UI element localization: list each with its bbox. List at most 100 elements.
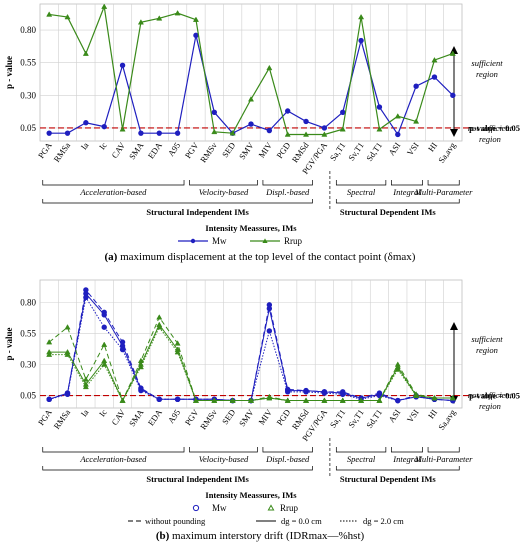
caption-prefix: (b)	[156, 530, 172, 542]
group-bracket	[42, 180, 185, 186]
y-tick-label: 0.80	[20, 297, 36, 307]
data-point-rrup	[431, 394, 438, 401]
data-point-rrup	[101, 361, 108, 367]
region-upper-label: region	[476, 69, 498, 79]
data-point-mw	[174, 130, 181, 136]
x-tick-label: Sa,T1	[328, 407, 348, 429]
legend-label-mw: Mw	[212, 236, 227, 246]
group-label: Spectral	[347, 454, 376, 464]
supergroup-bracket	[42, 199, 313, 204]
data-point-rrup	[394, 113, 401, 119]
group-label: Acceleration-based	[79, 454, 147, 464]
data-point-rrup	[339, 397, 346, 403]
data-point-mw	[376, 104, 383, 110]
supergroup-label: Structural Independent IMs	[146, 207, 249, 217]
y-tick-label: 0.30	[20, 90, 36, 100]
data-point-rrup	[284, 397, 291, 403]
data-point-rrup	[156, 324, 163, 330]
series-line-mw	[49, 296, 453, 402]
group-label: Integral	[392, 454, 421, 464]
data-point-mw	[156, 396, 162, 403]
region-arrow-up-head	[450, 322, 458, 330]
series-line-mw	[49, 288, 453, 402]
group-label: Spectral	[347, 187, 376, 197]
group-label: Integral	[392, 187, 421, 197]
data-point-rrup	[266, 394, 273, 401]
x-tick-label: RMSa	[52, 140, 73, 164]
plot-frame	[39, 3, 463, 142]
y-tick-label: 0.55	[20, 328, 36, 338]
x-tick-label: EDA	[146, 140, 165, 161]
legend-marker-rrup	[267, 504, 275, 511]
x-tick-label: Sv,T1	[346, 407, 366, 429]
x-tick-label: RMSv	[198, 140, 219, 165]
data-point-mw	[340, 109, 346, 115]
data-point-rrup	[229, 397, 236, 403]
x-tick-label: VSI	[405, 407, 421, 424]
data-point-mw	[266, 127, 273, 134]
data-point-rrup	[137, 363, 144, 370]
x-tick-label: Ic	[97, 407, 109, 418]
legend-marker-mw	[192, 504, 200, 512]
legend-label-style: without pounding	[145, 516, 206, 526]
group-bracket	[391, 180, 423, 186]
data-point-mw	[431, 74, 438, 80]
data-point-rrup	[449, 50, 456, 56]
x-tick-label: HI	[426, 140, 439, 153]
data-point-mw	[395, 131, 401, 138]
data-point-rrup	[247, 397, 255, 403]
supergroup-label: Structural Dependent IMs	[340, 474, 437, 484]
data-point-mw	[101, 324, 107, 330]
data-point-mw	[83, 120, 89, 126]
x-tick-label: Sd,T1	[364, 407, 384, 430]
group-label: Displ.-based	[265, 454, 310, 464]
x-tick-label: HI	[426, 407, 439, 420]
legend-label-rrup: Rrup	[280, 503, 299, 513]
group-label: Velocity-based	[199, 454, 249, 464]
x-tick-label: Sa,avg	[436, 407, 458, 432]
data-point-rrup	[46, 339, 53, 345]
data-point-rrup	[174, 340, 181, 346]
y-tick-label: 0.05	[20, 123, 36, 133]
x-tick-label: Sv,T1	[346, 140, 366, 162]
legend-marker-rrup	[262, 238, 268, 243]
x-tick-label: Ia	[79, 140, 91, 151]
data-point-mw	[450, 92, 456, 99]
data-point-rrup	[284, 131, 291, 137]
group-bracket	[427, 180, 460, 186]
data-point-rrup	[64, 351, 71, 357]
x-tick-label: SED	[220, 407, 237, 426]
x-tick-label: RMSv	[198, 407, 219, 432]
x-tick-label: A95	[166, 407, 183, 425]
data-point-mw	[119, 346, 126, 353]
group-label: Velocity-based	[199, 187, 249, 197]
data-point-rrup	[119, 397, 126, 403]
figure-caption: (a) maximum displacement at the top leve…	[105, 251, 416, 263]
data-point-mw	[413, 83, 419, 89]
data-point-mw	[266, 305, 273, 312]
data-point-rrup	[192, 16, 199, 22]
data-point-rrup	[247, 96, 255, 102]
data-point-mw	[64, 391, 71, 398]
data-point-mw	[119, 62, 126, 69]
group-label: Displ.-based	[265, 187, 310, 197]
data-point-rrup	[229, 130, 236, 136]
x-tick-label: Sd,T1	[364, 140, 384, 163]
data-point-rrup	[192, 397, 199, 403]
x-tick-label: A95	[166, 140, 183, 158]
x-tick-label: Sa,T1	[328, 140, 348, 162]
data-point-rrup	[174, 348, 181, 355]
group-bracket	[391, 447, 423, 453]
x-tick-label: EDA	[146, 407, 165, 428]
data-point-rrup	[211, 397, 218, 403]
x-tick-label: Sa,avg	[436, 140, 458, 165]
region-lower-label: region	[479, 401, 501, 411]
legend-marker-mw	[190, 238, 196, 244]
series-line-rrup	[49, 326, 453, 402]
x-tick-label: ASI	[386, 407, 402, 424]
group-bracket	[262, 447, 313, 453]
x-tick-label: RMSa	[52, 407, 73, 431]
group-bracket	[189, 180, 258, 186]
x-tick-label: CAV	[109, 407, 127, 427]
supergroup-bracket	[335, 466, 460, 471]
